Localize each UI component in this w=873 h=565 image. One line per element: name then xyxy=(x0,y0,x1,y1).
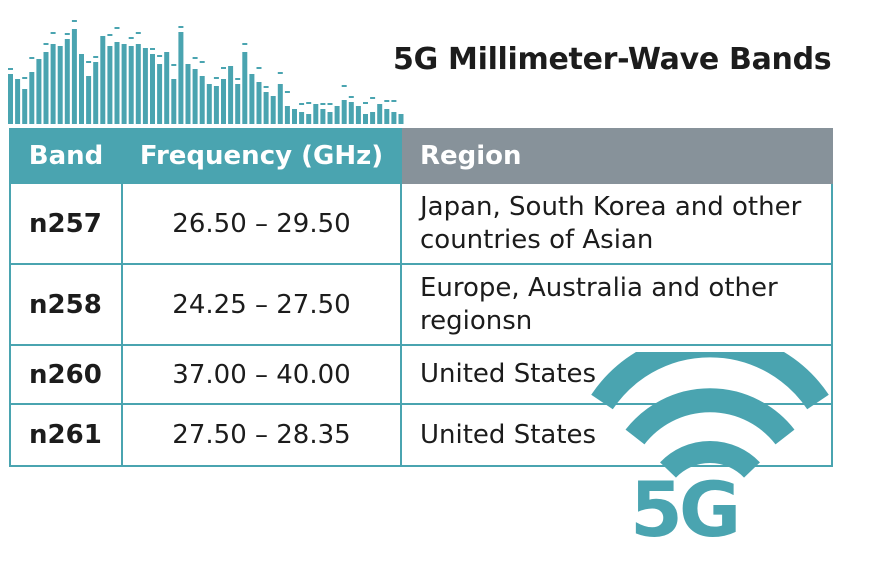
table-row: n258 24.25 – 27.50 Europe, Australia and… xyxy=(9,263,833,346)
frequency-cell: 24.25 – 27.50 xyxy=(121,263,402,346)
frequency-cell: 27.50 – 28.35 xyxy=(121,403,402,467)
bands-table: Band Frequency (GHz) Region n257 26.50 –… xyxy=(9,128,833,467)
band-cell: n258 xyxy=(9,263,123,346)
band-cell: n261 xyxy=(9,403,123,467)
wifi-signal-icon xyxy=(591,352,829,478)
header-band: Band xyxy=(9,128,123,184)
frequency-cell: 26.50 – 29.50 xyxy=(121,182,402,265)
region-cell: Europe, Australia and other regionsn xyxy=(400,263,833,346)
header-frequency: Frequency (GHz) xyxy=(121,128,402,184)
logo-5g-text: 5G xyxy=(630,465,741,554)
band-cell: n260 xyxy=(9,344,123,405)
equalizer-bars-icon xyxy=(8,20,404,124)
frequency-cell: 37.00 – 40.00 xyxy=(121,344,402,405)
table-header-row: Band Frequency (GHz) Region xyxy=(9,128,833,184)
header-region: Region xyxy=(400,128,833,184)
page-title: 5G Millimeter-Wave Bands xyxy=(393,42,832,77)
region-cell: Japan, South Korea and other countries o… xyxy=(400,182,833,265)
table-row: n257 26.50 – 29.50 Japan, South Korea an… xyxy=(9,182,833,265)
band-cell: n257 xyxy=(9,182,123,265)
